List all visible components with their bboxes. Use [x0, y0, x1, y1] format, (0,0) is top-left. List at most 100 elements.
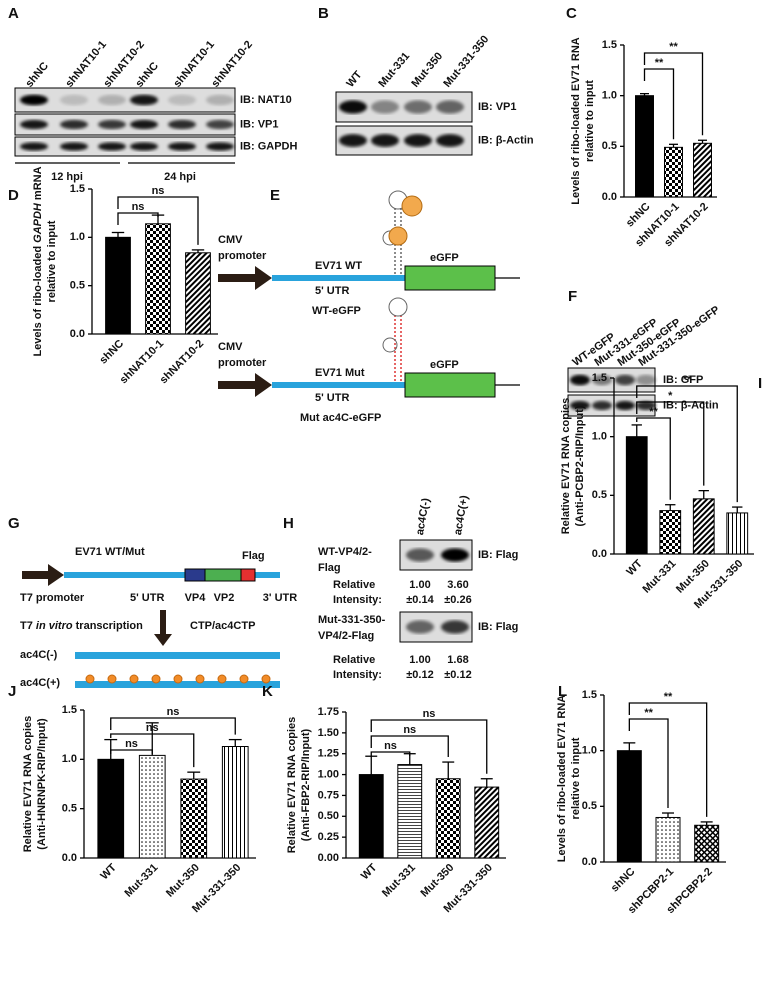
- significance-bracket: [370, 751, 411, 756]
- tag-label: Flag: [242, 550, 265, 562]
- y-tick-label: 0.0: [582, 856, 597, 868]
- utr-label: 5' UTR: [315, 392, 349, 404]
- y-tick-label: 0.50: [318, 810, 339, 822]
- ac4c-mark: [129, 674, 139, 684]
- ac4c-mark: [151, 674, 161, 684]
- blot-name: Mut-331-350-: [318, 614, 386, 626]
- intensity-value: 1.68: [447, 654, 468, 666]
- y-tick-label: 0.25: [318, 831, 339, 843]
- y-tick-label: 1.5: [582, 689, 597, 701]
- intensity-value: ±0.12: [406, 669, 433, 681]
- lane-label: Mut-331: [376, 50, 412, 90]
- y-tick-label: 1.0: [592, 431, 607, 443]
- significance-bracket: [643, 68, 675, 140]
- intensity-value: 1.00: [409, 654, 430, 666]
- promoter-label: promoter: [218, 357, 267, 369]
- product-label: ac4C(+): [20, 677, 60, 689]
- significance-label: ns: [125, 738, 138, 750]
- reporter-label: eGFP: [430, 252, 459, 264]
- x-tick-label: Mut-350: [419, 862, 457, 900]
- bar: [358, 774, 384, 859]
- blot-band: [206, 119, 234, 130]
- bar: [185, 252, 211, 335]
- y-tick-label: 0.5: [592, 489, 607, 501]
- blot-band: [206, 94, 234, 106]
- ac4c-site: [388, 226, 408, 246]
- blot-band: [60, 119, 88, 130]
- blot-band: [570, 400, 590, 411]
- x-tick-label: shNC: [97, 338, 126, 367]
- blot-band: [20, 119, 48, 130]
- reagent-label: CTP/ac4CTP: [190, 620, 255, 632]
- significance-bracket: [110, 749, 153, 754]
- y-tick-label: 1.0: [62, 753, 77, 765]
- blot-band: [592, 374, 612, 386]
- y-tick-label: 1.50: [318, 727, 339, 739]
- blot-name: WT-VP4/2-: [318, 546, 372, 558]
- blot-band: [130, 94, 158, 106]
- y-tick-label: 0.00: [318, 852, 339, 864]
- ac4c-mark: [239, 674, 249, 684]
- transcript: [64, 572, 280, 578]
- bar: [221, 746, 249, 859]
- y-axis-label: Relative EV71 RNA copies: [560, 398, 572, 535]
- y-tick-label: 1.5: [62, 704, 77, 716]
- blot-band: [98, 142, 126, 151]
- blot-label: IB: VP1: [240, 118, 279, 130]
- blot-band: [406, 548, 434, 562]
- y-axis-label: Levels of ribo-loaded GAPDH mRNA: [32, 166, 44, 356]
- bar: [616, 750, 642, 863]
- utr-label: 5' UTR: [315, 285, 349, 297]
- blot-band: [615, 374, 635, 386]
- promoter-label: promoter: [218, 250, 267, 262]
- y-tick-label: 0.5: [70, 280, 85, 292]
- y-tick-label: 1.0: [602, 90, 617, 102]
- bar: [435, 778, 461, 859]
- lane-label: shNC: [133, 60, 161, 90]
- y-axis-label: Relative EV71 RNA copies: [22, 716, 34, 853]
- panel-letter: A: [8, 5, 19, 22]
- panel-letter: I: [758, 375, 762, 392]
- y-tick-label: 0.5: [582, 800, 597, 812]
- blot-band: [98, 119, 126, 130]
- intensity-value: 1.00: [409, 579, 430, 591]
- panel-letter: B: [318, 5, 329, 22]
- y-axis-label: Relative EV71 RNA copies: [286, 717, 298, 854]
- step-arrow: [154, 610, 172, 646]
- blot-band: [636, 400, 656, 411]
- y-tick-label: 1.0: [70, 231, 85, 243]
- promoter-arrow: [22, 564, 64, 586]
- bar: [659, 510, 682, 555]
- significance-label: **: [683, 374, 692, 386]
- utr-region: [272, 382, 405, 388]
- y-tick-label: 1.00: [318, 768, 339, 780]
- intensity-value: 3.60: [447, 579, 468, 591]
- blot-label: IB: NAT10: [240, 94, 292, 106]
- text-segment: in vitro: [36, 620, 73, 632]
- panel-letter: L: [558, 683, 567, 700]
- blot-band: [441, 548, 469, 562]
- ac4c-mark: [85, 674, 95, 684]
- y-axis-label: (Anti-PCBP2-RIP/Input): [574, 405, 586, 526]
- blot-band: [570, 374, 590, 386]
- lane-label: ac4C(-): [414, 497, 432, 536]
- blot-band: [20, 94, 48, 106]
- ac4c-mark: [217, 674, 227, 684]
- bar: [692, 498, 715, 555]
- intensity-label: Relative: [333, 579, 375, 591]
- blot-band: [406, 620, 434, 634]
- y-axis-label: Levels of ribo-loaded EV71 RNA: [556, 695, 568, 863]
- significance-label: **: [664, 691, 673, 703]
- step-label: T7 in vitro transcription: [20, 620, 143, 632]
- vp2-label: VP2: [214, 592, 235, 604]
- blot-band: [168, 119, 196, 130]
- bar: [397, 764, 423, 859]
- x-tick-label: shNC: [609, 866, 638, 895]
- promoter-label: CMV: [218, 234, 243, 246]
- y-tick-label: 0.0: [602, 191, 617, 203]
- y-axis-label: relative to input: [570, 737, 582, 819]
- lane-label: WT: [344, 69, 364, 90]
- promoter-label: CMV: [218, 341, 243, 353]
- significance-label: **: [649, 406, 658, 418]
